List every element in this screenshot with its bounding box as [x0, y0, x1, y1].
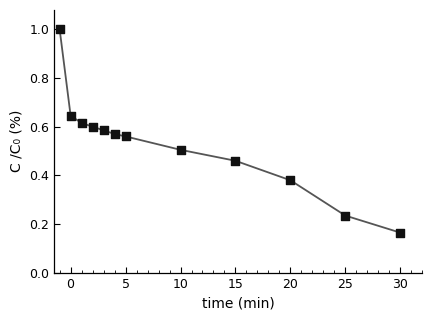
Y-axis label: C /C₀ (%): C /C₀ (%)	[10, 110, 24, 172]
Point	[122, 134, 129, 139]
Point	[397, 230, 404, 235]
X-axis label: time (min): time (min)	[202, 296, 275, 310]
Point	[89, 124, 96, 129]
Point	[232, 158, 239, 163]
Point	[100, 128, 107, 133]
Point	[56, 27, 63, 32]
Point	[111, 132, 118, 137]
Point	[78, 120, 85, 125]
Point	[342, 213, 349, 218]
Point	[177, 147, 184, 152]
Point	[287, 178, 294, 183]
Point	[67, 113, 74, 118]
